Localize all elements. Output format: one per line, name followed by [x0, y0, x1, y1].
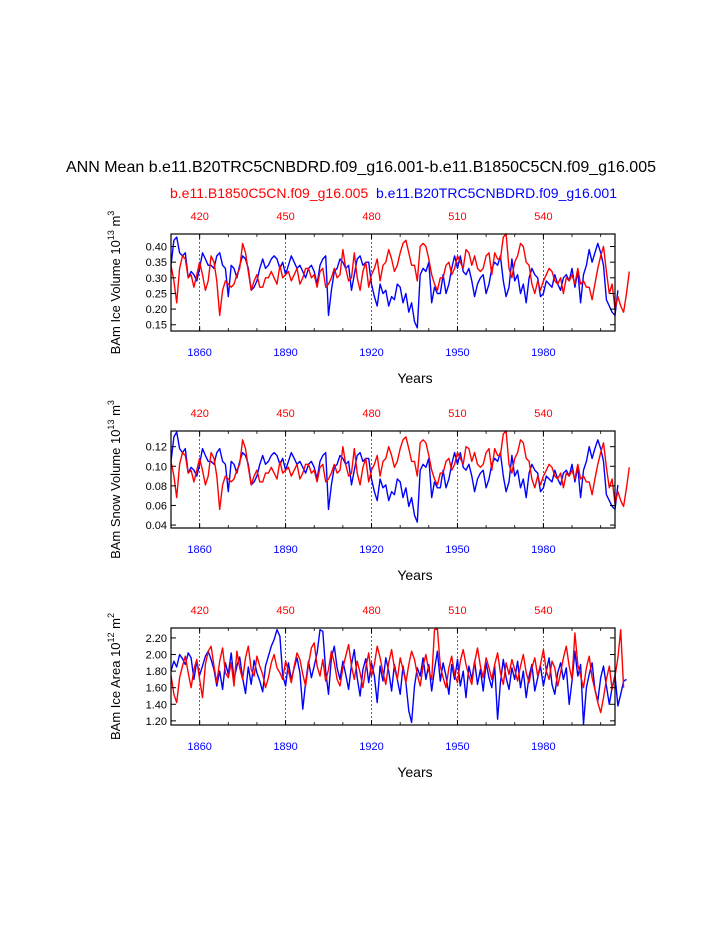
ytick-label: 0.15	[146, 320, 167, 332]
xtick-label-bottom: 1920	[359, 544, 383, 556]
x-axis-label: Years	[397, 567, 432, 583]
ytick-label: 0.12	[146, 442, 167, 454]
y-axis-label-text: BAm Ice Area 10	[108, 642, 123, 740]
plot-frame	[170, 627, 616, 726]
ice-area-panel: 1.20 1.40 1.60 1.80 2.00 2.20 1860 1890 1920 1950…	[106, 605, 627, 780]
ytick-label: 1.40	[146, 699, 167, 711]
series-line-red	[170, 628, 625, 714]
xtick-label-top: 450	[276, 605, 294, 617]
xtick-label-top: 420	[190, 408, 208, 420]
xtick-label-top: 540	[534, 408, 552, 420]
xtick-label-bottom: 1950	[445, 544, 469, 556]
ytick-label: 0.40	[146, 242, 167, 254]
xtick-label-top: 480	[362, 605, 380, 617]
xtick-label-bottom: 1860	[187, 347, 211, 359]
xtick-label-bottom: 1920	[359, 741, 383, 753]
y-axis-label-unit: m	[108, 618, 123, 632]
ice-volume-panel: 0.15 0.20 0.25 0.30 0.35 0.40 1860 1890 1920 1950…	[106, 211, 630, 386]
y-axis-label-unit-exponent: 3	[106, 400, 116, 405]
xtick-label-bottom: 1860	[187, 741, 211, 753]
xtick-label-top: 450	[276, 211, 294, 223]
y-axis-label: BAm Ice Area 1012 m2	[106, 613, 123, 740]
ytick-label: 0.25	[146, 288, 167, 300]
xtick-label-top: 420	[190, 211, 208, 223]
ytick-label: 2.20	[146, 633, 167, 645]
series-line-red	[170, 430, 630, 511]
ytick-label: 0.20	[146, 304, 167, 316]
xtick-label-top: 450	[276, 408, 294, 420]
series-line-blue	[170, 236, 619, 329]
xtick-label-top: 420	[190, 605, 208, 617]
ytick-label: 2.00	[146, 650, 167, 662]
xtick-label-bottom: 1890	[273, 347, 297, 359]
xtick-label-bottom: 1860	[187, 544, 211, 556]
ytick-label: 1.20	[146, 716, 167, 728]
x-axis-label: Years	[397, 764, 432, 780]
ytick-label: 0.06	[146, 500, 167, 512]
ytick-label: 0.35	[146, 257, 167, 269]
ytick-label: 0.30	[146, 273, 167, 285]
plot-frame	[170, 233, 616, 332]
xtick-label-bottom: 1890	[273, 544, 297, 556]
y-axis-label: BAm Ice Volume 1013 m3	[106, 211, 123, 355]
xtick-label-top: 480	[362, 211, 380, 223]
xtick-label-top: 540	[534, 605, 552, 617]
xtick-label-top: 540	[534, 211, 552, 223]
xtick-label-bottom: 1950	[445, 741, 469, 753]
xtick-label-bottom: 1980	[531, 741, 555, 753]
series-line-blue	[170, 431, 619, 523]
xtick-label-top: 510	[448, 605, 466, 617]
y-axis-label-unit-exponent: 2	[106, 613, 116, 618]
xtick-label-top: 480	[362, 408, 380, 420]
ytick-label: 1.80	[146, 666, 167, 678]
legend-blue-label: b.e11.B20TRC5CNBDRD.f09_g16.001	[376, 185, 617, 201]
figure-title: ANN Mean b.e11.B20TRC5CNBDRD.f09_g16.001…	[66, 159, 656, 176]
xtick-label-bottom: 1920	[359, 347, 383, 359]
ytick-label: 0.04	[146, 520, 167, 532]
x-axis-label: Years	[397, 370, 432, 386]
ytick-label: 0.10	[146, 461, 167, 473]
series-line-blue	[170, 629, 627, 725]
xtick-label-bottom: 1980	[531, 347, 555, 359]
xtick-label-bottom: 1950	[445, 347, 469, 359]
y-axis-label: BAm Snow Volume 1013 m3	[106, 400, 123, 559]
series-line-red	[170, 233, 630, 317]
plot-frame	[170, 430, 616, 529]
y-axis-label-unit-exponent: 3	[106, 211, 116, 216]
y-axis-label-exponent: 13	[106, 420, 116, 430]
y-axis-label-text: BAm Ice Volume 10	[108, 240, 123, 354]
xtick-label-bottom: 1980	[531, 544, 555, 556]
y-axis-label-text: BAm Snow Volume 10	[108, 430, 123, 559]
y-axis-label-unit: m	[108, 216, 123, 230]
y-axis-label-exponent: 13	[106, 230, 116, 240]
ytick-label: 0.08	[146, 481, 167, 493]
snow-volume-panel: 0.04 0.06 0.08 0.10 0.12 1860 1890 1920 1950 1980…	[106, 400, 630, 583]
y-axis-label-exponent: 12	[106, 632, 116, 642]
xtick-label-top: 510	[448, 408, 466, 420]
y-axis-label-unit: m	[108, 405, 123, 419]
xtick-label-top: 510	[448, 211, 466, 223]
ytick-label: 1.60	[146, 683, 167, 695]
legend-red-label: b.e11.B1850C5CN.f09_g16.005	[170, 185, 368, 201]
xtick-label-bottom: 1890	[273, 741, 297, 753]
